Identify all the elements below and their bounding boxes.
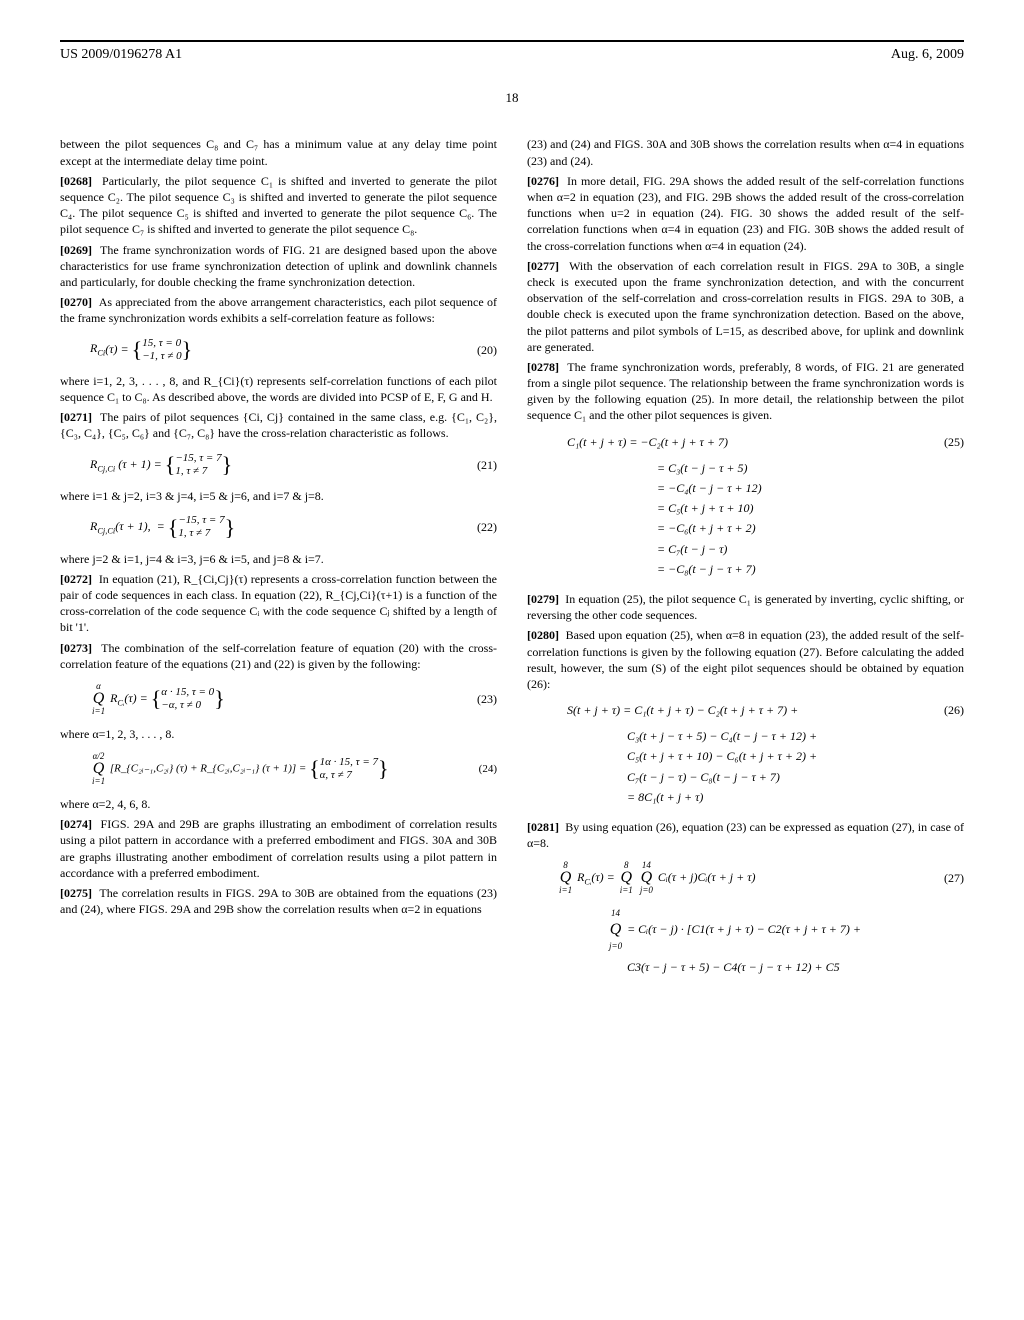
para-num: [0276] [527,174,559,188]
para-0276: [0276] In more detail, FIG. 29A shows th… [527,173,964,254]
para-num: [0268] [60,174,92,188]
para-num: [0281] [527,820,559,834]
equation-26-stack: C₃(t + j − τ + 5) − C₄(t − j − τ + 12) +… [627,728,964,805]
para-0271c: where j=2 & i=1, j=4 & i=3, j=6 & i=5, a… [60,551,497,567]
para-num: [0277] [527,259,559,273]
para-0277: [0277] With the observation of each corr… [527,258,964,355]
eq-num: (24) [479,762,497,777]
para-0279: [0279] In equation (25), the pilot seque… [527,591,964,623]
equation-25-stack: = C₃(t − j − τ + 5) = −C₄(t − j − τ + 12… [657,460,964,577]
para-num: [0271] [60,410,92,424]
para-num: [0270] [60,295,92,309]
page-number: 18 [60,89,964,107]
equation-25: C₁(t + j + τ) = −C₂(t + j + τ + 7) (25) [567,434,964,450]
eq-num: (25) [944,434,964,450]
eq-num: (27) [944,870,964,886]
para-0268: [0268] Particularly, the pilot sequence … [60,173,497,238]
eq-num: (21) [477,457,497,473]
equation-24: α/2Qi=1 [R_{C₂ᵢ₋₁,C₂ᵢ} (τ) + R_{C₂ᵢ,C₂ᵢ₋… [90,752,497,786]
para-num: [0269] [60,243,92,257]
para-0273: [0273] The combination of the self-corre… [60,640,497,672]
para-num: [0274] [60,817,92,831]
para-num: [0279] [527,592,559,606]
equation-27: 8Qi=1 RCᵢ(τ) = 8Qi=1 14Qj=0 Cᵢ(τ + j)Cᵢ(… [557,861,964,895]
para-0269: [0269] The frame synchronization words o… [60,242,497,291]
left-column: between the pilot sequences C₈ and C₇ ha… [60,136,497,979]
para-0280: [0280] Based upon equation (25), when α=… [527,627,964,692]
publication-date: Aug. 6, 2009 [891,46,964,65]
equation-27-stack: 14Qj=0 = Cᵢ(τ − j) · [C1(τ + j + τ) − C2… [607,905,964,975]
eq-num: (23) [477,691,497,707]
para-num: [0272] [60,572,92,586]
right-column: (23) and (24) and FIGS. 30A and 30B show… [527,136,964,979]
para-0271: [0271] The pairs of pilot sequences {Ci,… [60,409,497,441]
para-intro-r: (23) and (24) and FIGS. 30A and 30B show… [527,136,964,168]
para-num: [0273] [60,641,92,655]
para-0270: [0270] As appreciated from the above arr… [60,294,497,326]
para-0273c: where α=2, 4, 6, 8. [60,796,497,812]
para-0272: [0272] In equation (21), R_{Ci,Cj}(τ) re… [60,571,497,636]
eq-num: (22) [477,519,497,535]
equation-22: RCj,Ci(τ + 1), = {−15, τ = 71, τ ≠ 7} (2… [90,514,497,540]
equation-21: RCj,Ci (τ + 1) = {−15, τ = 71, τ ≠ 7} (2… [90,452,497,478]
para-num: [0280] [527,628,559,642]
equation-20: RCi(τ) = {15, τ = 0−1, τ ≠ 0} (20) [90,337,497,363]
eq-num: (20) [477,342,497,358]
publication-id: US 2009/0196278 A1 [60,46,182,65]
para-0271b: where i=1 & j=2, i=3 & j=4, i=5 & j=6, a… [60,488,497,504]
para-0274: [0274] FIGS. 29A and 29B are graphs illu… [60,816,497,881]
para-0278: [0278] The frame synchronization words, … [527,359,964,424]
para-0270b: where i=1, 2, 3, . . . , 8, and R_{Ci}(τ… [60,373,497,405]
equation-23: αQi=1 RCᵢ(τ) = {α · 15, τ = 0−α, τ ≠ 0} … [90,682,497,716]
para-num: [0278] [527,360,559,374]
eq-num: (26) [944,702,964,718]
equation-26: S(t + j + τ) = C₁(t + j + τ) − C₂(t + j … [567,702,964,718]
page-header: US 2009/0196278 A1 Aug. 6, 2009 [60,46,964,69]
para-0273b: where α=1, 2, 3, . . . , 8. [60,726,497,742]
para-0275: [0275] The correlation results in FIGS. … [60,885,497,917]
para-0281: [0281] By using equation (26), equation … [527,819,964,851]
para-intro: between the pilot sequences C₈ and C₇ ha… [60,136,497,168]
para-num: [0275] [60,886,92,900]
